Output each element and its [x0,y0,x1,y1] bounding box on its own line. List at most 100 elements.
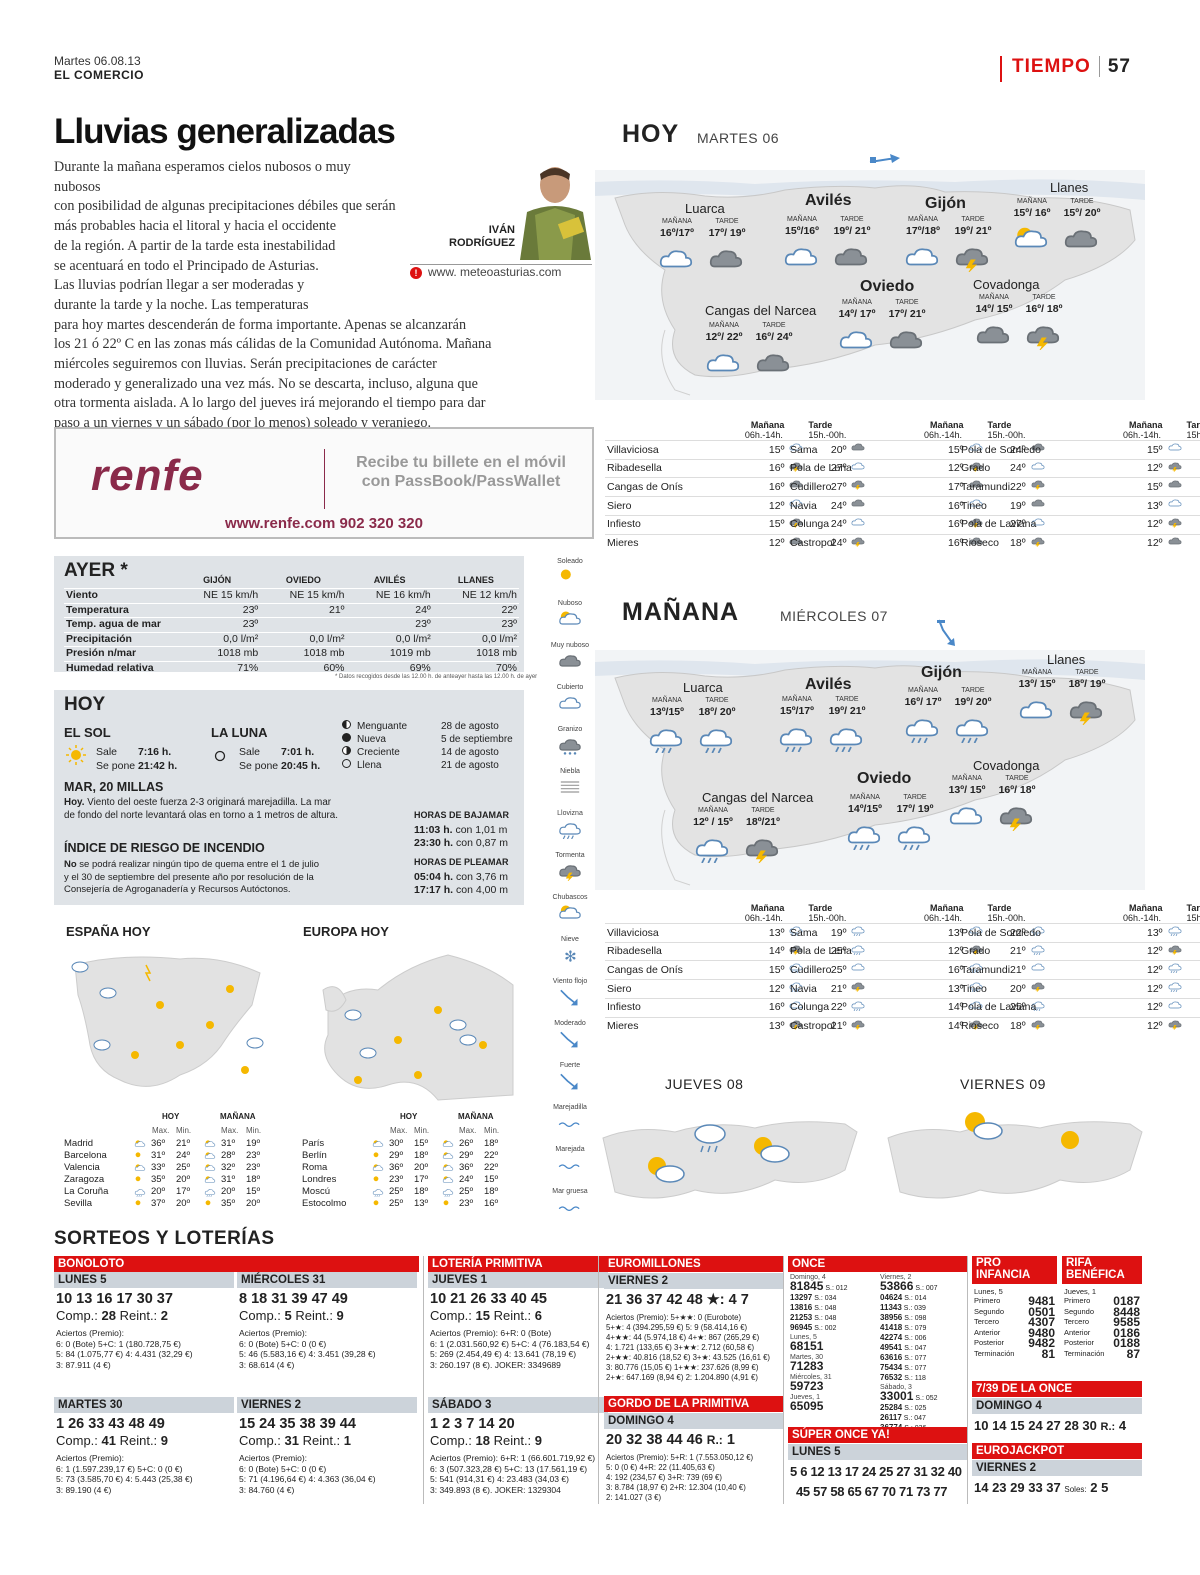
city-min: 18º [414,1186,429,1197]
town-temp-manana: 16º [948,518,964,531]
ayer-value: 70% [495,661,517,674]
city-min: 20º [176,1174,191,1185]
once-list-left: Domingo, 4 81845 S.: 012 13297 S.: 034 1381… [790,1273,875,1413]
table-head-manana-hours: 06h.-14h. [924,913,963,923]
city-min: 17º [176,1186,191,1197]
rain-icon [955,719,989,743]
ad-url[interactable]: www.renfe.com 902 320 320 [225,515,423,532]
sun-icon [135,1176,141,1182]
ayer-note-text: Datos recogidos desde las 12.00 h. de an… [339,674,538,680]
once-number: 04624 [880,1293,903,1302]
bajamar-list: 11:03 h. con 1,01 m 23:30 h. con 0,87 m [414,824,508,850]
once-number: 59723 [790,1379,824,1393]
ad-line: Recibe tu billete en el móvil [356,454,566,471]
ayer-value: 1018 mb [217,647,259,659]
aciertos-line: 6: 0 (Bote) 5+C: 1 (180.728,75 €) [56,1338,181,1349]
cloud-icon [969,1001,982,1009]
map-tarde-temp: 17º/ 19º [896,803,934,815]
rain-icon [847,826,881,850]
once-head: ONCE [788,1256,968,1272]
ayer-row: Presión n/mar 1018 mb 1018 mb 1019 mb 1018 m… [64,646,519,662]
wave-icon [558,1164,580,1169]
page-number: 57 [1098,56,1131,77]
town-temp-tarde: 25º [830,963,847,976]
sun-icon [373,1200,379,1206]
town-temp-tarde: 18º [1010,537,1026,550]
city-name: París [302,1138,325,1149]
town-row: Grado 12º 21º [959,942,1200,961]
town-name: Taramundi [961,480,1011,493]
espana-table: HOY MAÑANA Max. Min. Max. Min. Madrid 36º 21º 31º… [64,1112,284,1210]
legend-item: Viento flojo [545,978,595,1007]
draw-aciertos: Aciertos (Premio): 6: 1 (1.597.239,17 €) … [54,1449,234,1495]
table-head-tarde-hours: 15h.-00h. [808,430,847,440]
map-city-name: Gijón [925,195,966,212]
map-tarde-label: TARDE [705,697,729,704]
once-number: 68151 [790,1339,824,1353]
legend-item: Chubascos [545,894,595,923]
aciertos-line: 6: 0 (Bote) 5+C: 0 (0 €) [239,1463,327,1474]
once-number: 53866 [880,1279,914,1293]
fog-icon [560,781,580,793]
comp-value: 28 [101,1308,116,1323]
ayer-city: LLANES [457,575,494,585]
renfe-ad[interactable]: renfe Recibe tu billete en el móvil con P… [54,427,594,539]
draw-day: VIERNES 2 [237,1397,417,1413]
rain-icon [695,839,729,863]
ayer-value: NE 12 km/h [462,589,517,601]
town-temp-manana: 13º [1146,499,1163,512]
prize-row: Primero 0187 [1064,1295,1140,1306]
town-name: Rioseco [961,537,999,550]
aciertos-line: Aciertos (Premio): [239,1453,308,1463]
storm-icon [1168,945,1181,956]
town-temp-tarde: 21º [1010,963,1026,976]
article-line: de la región. A partir de la tarde esta … [54,237,336,254]
ayer-value: 1018 mb [476,647,517,659]
ayer-value: NE 15 km/h [203,589,259,601]
storm-icon [851,1020,865,1031]
rain-icon [699,729,733,753]
manana-map-title: MAÑANA [622,598,740,626]
town-temp-manana: 15º [768,963,785,976]
map-tarde-label: TARDE [1070,198,1094,205]
legend-label: Soleado [557,558,583,565]
town-temp-tarde: 21º [830,1020,847,1033]
town-temp-tarde: 27º [1010,518,1026,531]
phase-name: Creciente [357,747,400,758]
city-max: 31º [221,1174,236,1185]
town-temp-manana: 12º [1146,945,1163,958]
legend-item: Niebla [545,768,595,797]
town-temp-manana: 12º [1146,1020,1163,1033]
cloud-icon [789,1001,803,1009]
city-min: 15º [414,1138,429,1149]
legend-label: Viento flojo [552,978,588,985]
cloud-icon [851,462,865,470]
cloud-icon [1031,462,1044,470]
town-temp-manana: 13º [948,982,964,995]
map-tarde-label: TARDE [895,299,919,306]
ayer-value: 23º [242,603,259,616]
town-row: Pola de Laviana 12º 24º [959,515,1200,534]
siete39-day: DOMINGO 4 [972,1398,1142,1414]
town-temp-tarde: 24º [830,518,847,531]
once-number: 38956 [880,1313,903,1322]
cloud-icon [851,518,865,526]
town-row: Cudillero 16º 21º [788,960,1048,980]
town-temp-manana: 12º [1146,982,1163,995]
town-temp-tarde: 21º [830,982,847,995]
town-row: Castropol 16º 18º [788,534,1048,552]
town-name: Cudillero [790,480,832,493]
city-min: 18º [414,1150,429,1161]
once-serie: S.: 007 [915,1285,938,1292]
col-max: Max. [390,1126,408,1135]
city-min: 24º [176,1150,191,1161]
website-link[interactable]: www. meteoasturias.com [428,265,562,279]
once-day: Viernes, 2 [880,1274,912,1281]
rain-icon [1168,963,1181,974]
sun-icon [205,1200,211,1206]
ayer-value: 0,0 l/m² [481,632,517,645]
map-city-name: Llanes [1050,180,1089,195]
eurojackpot-soles: 2 5 [1090,1480,1109,1495]
aciertos-line: 3: 80.776 (15,05 €) 1+★★: 237.626 (8,99 … [606,1363,759,1372]
map-manana-label: MAÑANA [662,218,692,225]
